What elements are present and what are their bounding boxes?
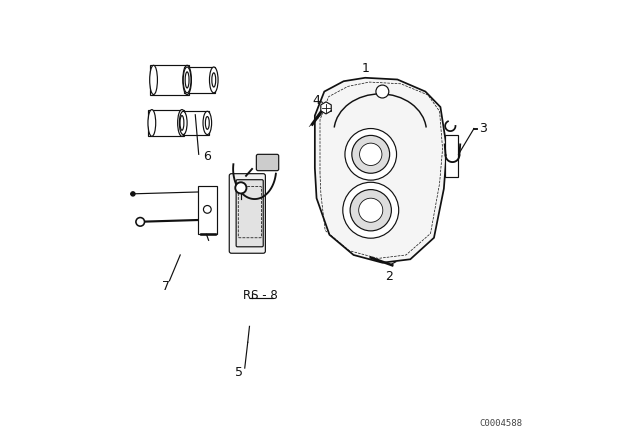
FancyBboxPatch shape [184, 67, 216, 93]
FancyBboxPatch shape [257, 154, 278, 171]
Ellipse shape [150, 65, 157, 95]
Ellipse shape [183, 67, 191, 93]
FancyBboxPatch shape [229, 174, 266, 253]
FancyBboxPatch shape [150, 65, 189, 95]
Circle shape [352, 135, 390, 173]
FancyBboxPatch shape [236, 180, 263, 247]
Circle shape [136, 218, 145, 226]
Circle shape [358, 198, 383, 222]
Ellipse shape [183, 65, 191, 95]
Circle shape [343, 182, 399, 238]
FancyBboxPatch shape [445, 134, 458, 177]
Polygon shape [321, 102, 332, 114]
Ellipse shape [179, 111, 187, 134]
Ellipse shape [178, 110, 186, 136]
Ellipse shape [185, 72, 189, 88]
Circle shape [345, 129, 397, 180]
Ellipse shape [212, 73, 216, 87]
Circle shape [350, 190, 392, 231]
Text: 7: 7 [162, 280, 170, 293]
Ellipse shape [209, 67, 218, 93]
Text: RS - 8: RS - 8 [243, 289, 278, 302]
Text: C0004588: C0004588 [479, 419, 522, 428]
Text: 2: 2 [385, 270, 393, 283]
Ellipse shape [180, 116, 184, 130]
Ellipse shape [203, 111, 212, 134]
Text: 6: 6 [204, 150, 211, 163]
FancyBboxPatch shape [148, 110, 184, 136]
Ellipse shape [148, 110, 156, 136]
Text: 5: 5 [235, 366, 243, 379]
Circle shape [376, 85, 389, 98]
Text: 1: 1 [361, 62, 369, 75]
Circle shape [360, 143, 382, 165]
Ellipse shape [205, 116, 209, 129]
FancyBboxPatch shape [180, 111, 209, 134]
Text: 4: 4 [312, 94, 320, 107]
Text: 3: 3 [479, 122, 487, 135]
Circle shape [131, 192, 135, 196]
Polygon shape [315, 78, 447, 263]
Circle shape [204, 206, 211, 213]
Circle shape [236, 182, 246, 194]
FancyBboxPatch shape [198, 186, 217, 234]
